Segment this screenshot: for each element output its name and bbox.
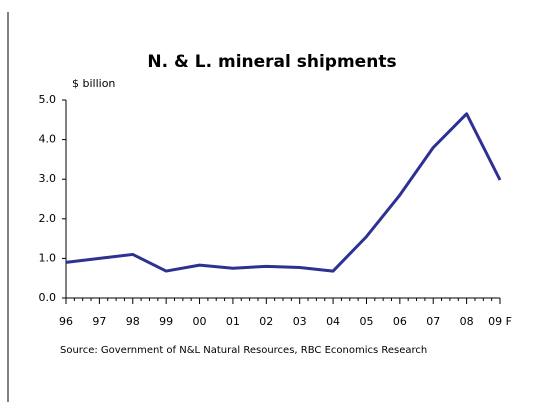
x-tick-label: 98 — [126, 315, 140, 328]
x-tick-label: 00 — [193, 315, 207, 328]
x-tick-label: 03 — [293, 315, 307, 328]
x-tick-label: 02 — [259, 315, 273, 328]
chart-title: N. & L. mineral shipments — [147, 52, 396, 72]
source: Source: Government of N&L Natural Resour… — [60, 345, 427, 356]
y-tick-label: 4.0 — [39, 133, 57, 146]
x-tick-label: 01 — [226, 315, 240, 328]
x-tick-label: 97 — [92, 315, 106, 328]
x-tick-label: 04 — [326, 315, 340, 328]
y-tick-label: 0.0 — [39, 291, 57, 304]
y-tick-label: 5.0 — [39, 93, 57, 106]
x-tick-label: 09 F — [488, 315, 512, 328]
x-tick-label: 06 — [393, 315, 407, 328]
x-tick-label: 99 — [159, 315, 173, 328]
x-tick-label: 05 — [359, 315, 373, 328]
y-axis-label: $ billion — [72, 77, 115, 90]
x-tick-label: 07 — [426, 315, 440, 328]
y-tick-label: 2.0 — [39, 212, 57, 225]
y-tick-label: 1.0 — [39, 251, 57, 264]
y-tick-label: 3.0 — [39, 172, 57, 185]
x-tick-label: 96 — [59, 315, 73, 328]
x-tick-label: 08 — [460, 315, 474, 328]
line-series — [65, 112, 502, 273]
